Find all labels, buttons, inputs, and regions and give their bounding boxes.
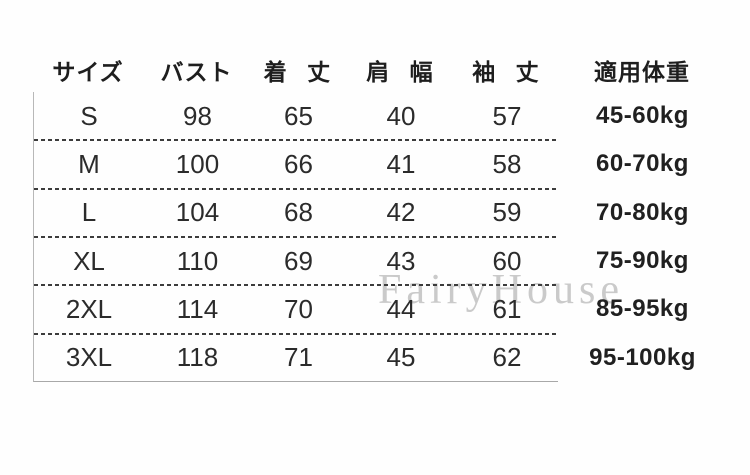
cell-weight: 95-100kg	[589, 343, 696, 371]
cell-size: M	[78, 148, 100, 179]
cell-sleeve: 61	[492, 293, 522, 324]
table-header-row: サイズ バスト 着 丈 肩 幅 袖 丈 適用体重	[33, 48, 727, 92]
cell-sleeve: 58	[492, 148, 522, 179]
header-length: 着 丈	[263, 59, 332, 85]
header-sleeve: 袖 丈	[472, 59, 540, 85]
cell-bust: 118	[176, 341, 219, 372]
table-row-measurements: S 98 65 40 57	[33, 92, 558, 142]
cell-bust: 114	[176, 293, 219, 324]
cell-weight: 70-80kg	[596, 198, 689, 226]
table-row: S 98 65 40 57 45-60kg	[33, 92, 727, 142]
cell-shoulder: 41	[386, 148, 416, 179]
cell-size: 3XL	[65, 341, 113, 372]
cell-shoulder: 43	[386, 245, 416, 276]
table-row: XL 110 69 43 60 75-90kg	[33, 236, 727, 287]
cell-shoulder: 40	[386, 100, 416, 131]
cell-bust: 98	[183, 100, 212, 131]
cell-length: 65	[284, 100, 313, 131]
cell-shoulder: 42	[386, 197, 416, 228]
cell-size: S	[80, 100, 98, 131]
cell-bust: 110	[176, 245, 219, 276]
cell-length: 71	[284, 341, 313, 372]
cell-sleeve: 57	[492, 100, 522, 131]
cell-size: XL	[73, 245, 105, 276]
cell-weight: 75-90kg	[596, 247, 689, 275]
header-bust: バスト	[160, 59, 233, 85]
table-row: M 100 66 41 58 60-70kg	[33, 140, 727, 190]
table-row-measurements: M 100 66 41 58	[33, 140, 558, 190]
table-row: 3XL 118 71 45 62 95-100kg	[33, 333, 727, 382]
header-weight: 適用体重	[594, 59, 690, 85]
table-row-measurements: L 104 68 42 59	[33, 188, 558, 239]
cell-length: 68	[284, 197, 313, 228]
cell-length: 70	[284, 293, 313, 324]
table-row: 2XL 114 70 44 61 85-95kg	[33, 285, 727, 335]
table-row: L 104 68 42 59 70-80kg	[33, 188, 727, 239]
table-row-measurements: 3XL 118 71 45 62	[33, 333, 558, 382]
table-body: S 98 65 40 57 45-60kg M 100 66 41 58 60-…	[33, 92, 727, 382]
cell-bust: 104	[175, 197, 220, 228]
cell-weight: 85-95kg	[596, 295, 689, 323]
cell-weight: 60-70kg	[596, 150, 689, 178]
cell-sleeve: 62	[492, 341, 522, 372]
cell-shoulder: 44	[386, 293, 416, 324]
cell-shoulder: 45	[386, 341, 416, 372]
cell-bust: 100	[175, 148, 220, 179]
cell-length: 66	[284, 148, 313, 179]
table-row-measurements: XL 110 69 43 60	[33, 236, 558, 287]
cell-length: 69	[284, 245, 313, 276]
cell-weight: 45-60kg	[596, 102, 689, 130]
header-size: サイズ	[52, 59, 124, 85]
cell-sleeve: 59	[492, 197, 522, 228]
watermark-text: FairyHouse	[378, 267, 624, 313]
header-shoulder: 肩 幅	[366, 59, 434, 85]
table-row-measurements: 2XL 114 70 44 61	[33, 285, 558, 335]
cell-size: 2XL	[65, 293, 113, 324]
cell-sleeve: 60	[492, 245, 522, 276]
cell-size: L	[81, 197, 97, 228]
